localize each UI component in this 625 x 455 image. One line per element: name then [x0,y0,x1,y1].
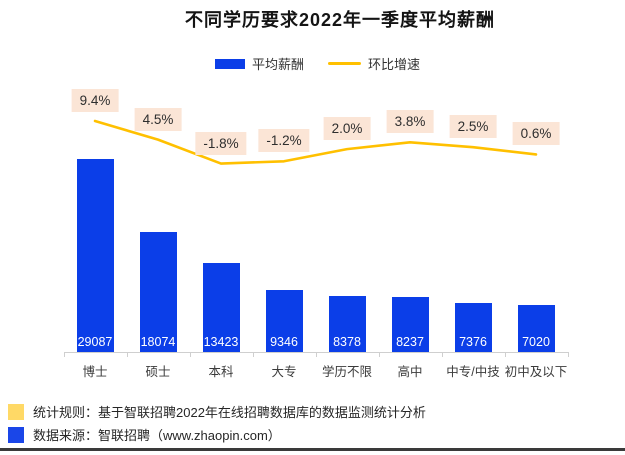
legend: 平均薪酬 环比增速 [10,54,625,73]
x-axis-category-label: 博士 [82,365,108,379]
x-axis-category-label: 本科 [208,365,234,379]
bar: 7376 [454,303,492,352]
bar: 18074 [139,232,177,352]
growth-rate-label: -1.2% [258,129,310,153]
bar-value-label: 18074 [140,334,176,349]
bar: 9346 [265,289,303,352]
x-axis-category-label: 硕士 [145,365,171,379]
bottom-divider [0,448,625,451]
bar: 13423 [202,262,240,352]
axis-tick [126,352,128,357]
x-axis-category-label: 中专/中技 [446,365,500,379]
bar-value-label: 7376 [459,334,487,349]
legend-bar-swatch [214,58,245,69]
bar-value-label: 13423 [203,334,239,349]
x-axis-category-label: 大专 [271,365,297,379]
growth-rate-label: 4.5% [134,107,182,131]
note-swatch-yellow [8,403,24,420]
legend-label-salary: 平均薪酬 [251,57,304,72]
bar-value-label: 8378 [333,334,361,349]
axis-tick [441,352,443,357]
growth-rate-label: 0.6% [512,122,560,146]
bar-value-label: 8237 [396,334,424,349]
note-text-rule: 统计规则：基于智联招聘2022年在线招聘数据库的数据监测统计分析 [33,405,426,420]
legend-line-swatch [328,62,361,65]
axis-tick [252,352,254,357]
bar: 8237 [391,297,429,352]
growth-rate-label: 3.8% [386,110,434,134]
bar-value-label: 9346 [270,334,298,349]
note-text-source: 数据来源：智联招聘（www.zhaopin.com） [33,428,281,443]
growth-rate-label: 2.5% [449,115,497,139]
axis-tick [378,352,380,357]
legend-item-growth: 环比增速 [328,54,420,73]
growth-rate-label: 2.0% [323,117,371,141]
axis-tick [567,352,569,357]
chart-title: 不同学历要求2022年一季度平均薪酬 [184,10,496,30]
x-axis-category-label: 初中及以下 [504,365,568,379]
growth-rate-label: -1.8% [195,131,247,155]
axis-tick [504,352,506,357]
legend-item-salary: 平均薪酬 [214,54,304,73]
legend-label-growth: 环比增速 [368,57,421,72]
bar: 29087 [76,159,114,352]
footer-note-rule: 统计规则：基于智联招聘2022年在线招聘数据库的数据监测统计分析 [8,402,426,421]
growth-rate-label: 9.4% [71,89,119,112]
bar-value-label: 29087 [77,335,113,349]
bar-value-label: 7020 [522,334,550,349]
footer-note-source: 数据来源：智联招聘（www.zhaopin.com） [8,425,281,444]
x-axis-category-label: 学历不限 [321,365,372,379]
growth-line-path [93,119,538,165]
axis-tick [315,352,317,357]
x-axis-category-label: 高中 [397,365,423,379]
axis-tick [63,352,65,357]
note-swatch-blue [8,426,24,443]
axis-tick [189,352,191,357]
bar: 7020 [517,305,555,352]
bar: 8378 [328,296,366,352]
